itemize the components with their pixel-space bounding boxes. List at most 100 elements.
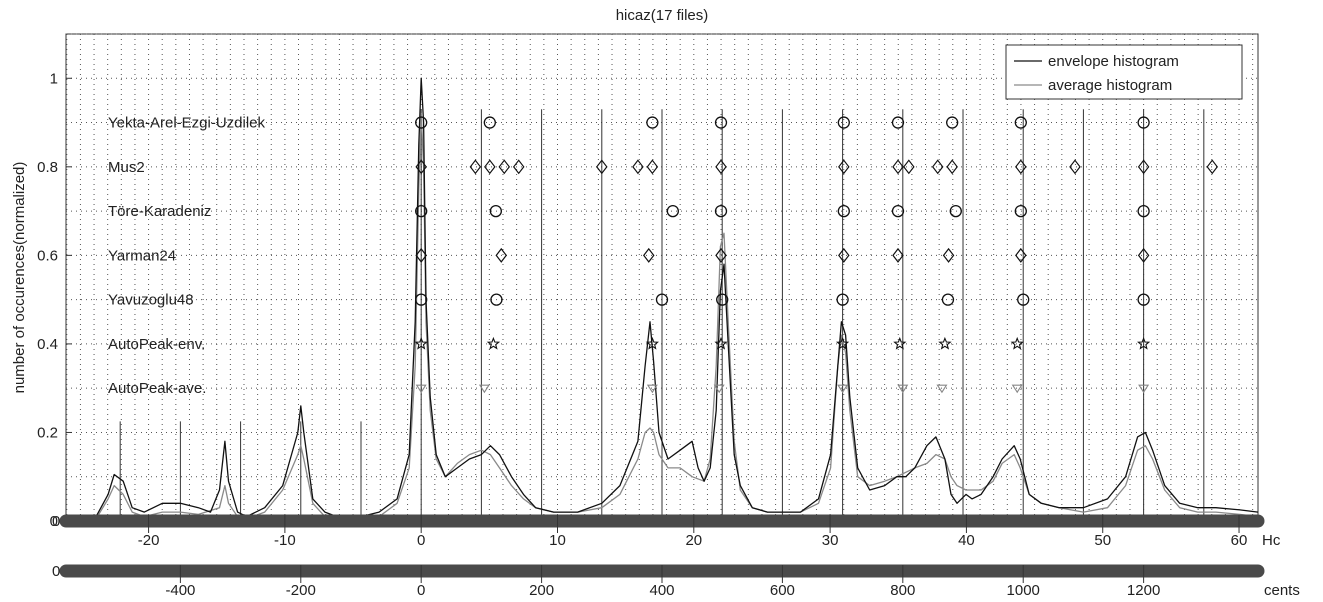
cents-axis-tick-label: 800: [890, 582, 915, 599]
x-axes: 0 -20 -10 0 10 20 30 40 50 60 Hc 0 -400 -200 0 200 400 60…: [52, 513, 1300, 599]
marker-diamond: [415, 247, 427, 263]
scale-label: Yavuzoglu48: [108, 292, 194, 309]
marker-triangle: [415, 384, 427, 394]
marker-triangle: [837, 384, 849, 394]
marker-diamond: [498, 159, 511, 175]
marker-diamond: [892, 159, 904, 175]
marker-triangle: [478, 384, 490, 394]
marker-diamond: [715, 247, 727, 263]
marker-circle: [837, 116, 850, 129]
scale-label: Yekta-Arel-Ezgi-Uzdilek: [108, 115, 266, 132]
series-lines: [95, 77, 1259, 520]
marker-circle: [483, 116, 496, 129]
marker-star: [893, 336, 907, 350]
marker-diamond: [415, 159, 427, 175]
cents-axis-tick-label: 0: [417, 582, 425, 599]
marker-circle: [646, 116, 659, 129]
marker-diamond: [1069, 159, 1081, 175]
marker-diamond: [1137, 247, 1150, 263]
y-axis: 0 0.2 0.4 0.6 0.8 1: [37, 70, 72, 530]
marker-circle: [489, 204, 502, 218]
marker-star: [1137, 336, 1151, 350]
chart-title: hicaz(17 files): [616, 7, 709, 24]
marker-diamond: [632, 159, 644, 175]
marker-diamond: [1015, 159, 1027, 175]
hc-axis-tick-label: 60: [1231, 532, 1248, 549]
cents-axis-tick-label: 600: [770, 582, 795, 599]
marker-diamond: [469, 159, 482, 175]
cents-axis-tick-label: 200: [529, 582, 554, 599]
scale-label: Töre-Karadeniz: [108, 203, 211, 220]
hc-axis-tick-label: 40: [958, 532, 975, 549]
y-tick-label: 1: [50, 70, 58, 87]
marker-diamond: [715, 159, 727, 175]
marker-circle: [1137, 116, 1150, 129]
marker-circle: [415, 204, 428, 218]
marker-star: [1010, 336, 1024, 350]
hc-axis-axis-label: Hc: [1262, 532, 1281, 549]
y-tick-label: 0.6: [37, 247, 58, 264]
marker-circle: [1014, 204, 1027, 218]
hc-axis-tick-label: 30: [822, 532, 839, 549]
marker-star: [836, 336, 850, 350]
marker-star: [645, 336, 659, 350]
hc-axis-tick-label: 50: [1094, 532, 1111, 549]
marker-triangle: [936, 384, 948, 394]
marker-circle: [415, 293, 428, 306]
marker-diamond: [646, 159, 659, 175]
marker-diamond: [942, 247, 955, 263]
marker-triangle: [1138, 384, 1150, 394]
marker-circle: [716, 293, 729, 306]
legend-box: [1005, 44, 1243, 100]
hc-axis-tick-label: 0: [417, 532, 425, 549]
hc-axis-tick-label: -10: [274, 532, 296, 549]
marker-diamond: [1206, 159, 1219, 175]
legend-label-envelope: envelope histogram: [1048, 53, 1179, 70]
marker-diamond: [903, 159, 915, 175]
marker-star: [714, 336, 728, 350]
series-line-envelope: [95, 77, 1259, 518]
marker-diamond: [838, 247, 850, 263]
marker-circle: [837, 204, 850, 218]
cents-axis-tick-label: 1200: [1127, 582, 1160, 599]
marker-circle: [714, 204, 728, 218]
marker-triangle: [713, 384, 725, 394]
marker-triangle: [646, 384, 658, 394]
marker-diamond: [1015, 247, 1027, 263]
scale-label: Mus2: [108, 159, 145, 176]
marker-circle: [655, 293, 669, 306]
marker-triangle: [1011, 384, 1023, 394]
marker-circle: [666, 204, 679, 218]
marker-diamond: [495, 247, 508, 263]
cents-axis-tick-label: 400: [649, 582, 674, 599]
y-tick-label: 0.4: [37, 336, 58, 353]
marker-diamond: [484, 159, 496, 175]
cents-axis-zero-label: 0: [52, 563, 60, 580]
marker-star: [486, 336, 501, 350]
marker-diamond: [512, 159, 525, 175]
legend: envelope histogram average histogram: [1005, 44, 1243, 100]
marker-circle: [949, 204, 962, 218]
hc-axis-tick-label: 20: [685, 532, 702, 549]
marker-circle: [946, 116, 959, 129]
marker-diamond: [838, 159, 850, 175]
marker-circle: [714, 116, 728, 129]
scale-label: Yarman24: [108, 247, 176, 264]
marker-circle: [891, 116, 905, 129]
marker-circle: [415, 116, 428, 129]
hc-axis-tick-label: 10: [549, 532, 566, 549]
y-tick-label: 0.2: [37, 424, 58, 441]
y-tick-label: 0.8: [37, 159, 58, 176]
marker-triangle: [897, 384, 909, 394]
cents-axis-tick-label: 1000: [1007, 582, 1040, 599]
marker-diamond: [946, 159, 958, 175]
cents-axis-axis-label: cents: [1264, 582, 1300, 599]
series-line-average: [95, 113, 1259, 520]
marker-circle: [1017, 293, 1030, 306]
hc-axis-zero-label: 0: [52, 513, 60, 530]
marker-circle: [941, 293, 955, 306]
marker-diamond: [642, 247, 655, 263]
marker-diamond: [892, 247, 904, 263]
y-tick-label: 0: [50, 513, 58, 530]
